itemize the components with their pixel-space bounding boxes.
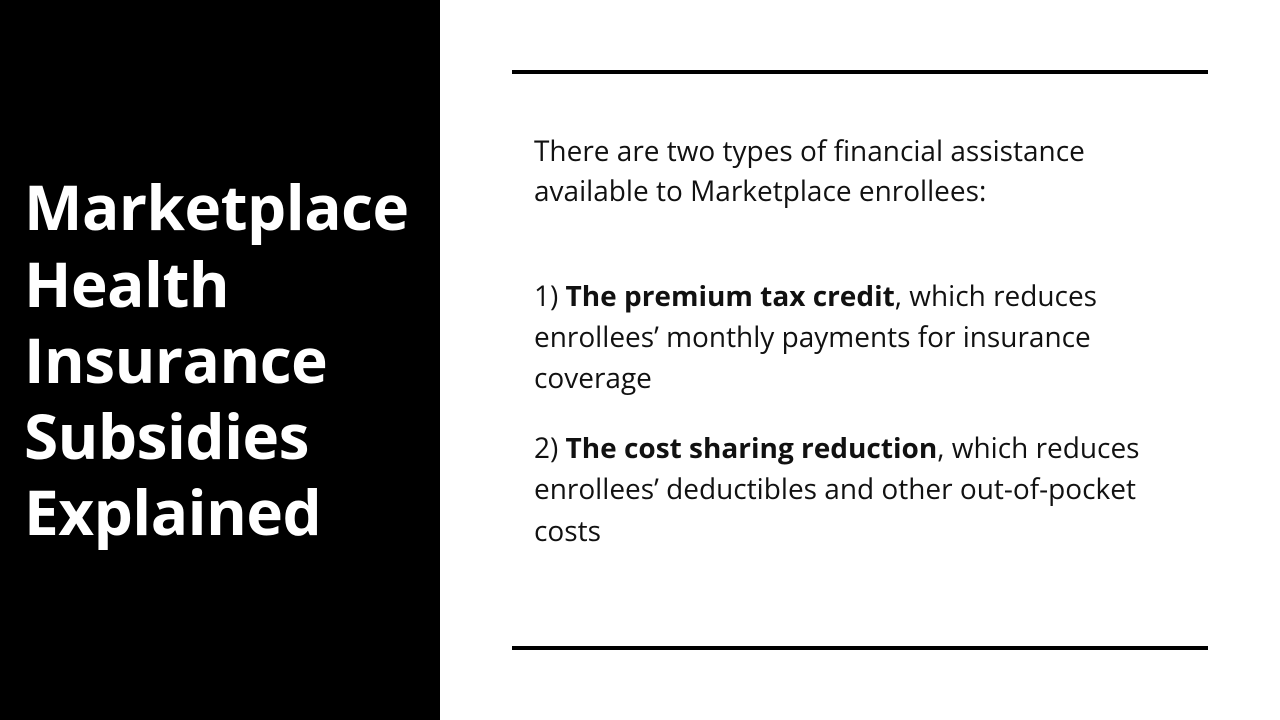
right-panel: There are two types of financial assista… [440,0,1280,720]
page-title: Marketplace Health Insurance Subsidies E… [24,169,416,550]
item-bold: The premium tax credit [566,277,895,315]
left-panel: Marketplace Health Insurance Subsidies E… [0,0,440,720]
slide: Marketplace Health Insurance Subsidies E… [0,0,1280,720]
intro-text: There are two types of financial assista… [534,132,1188,212]
content-block: There are two types of financial assista… [512,74,1208,646]
item-bold: The cost sharing reduction [566,429,938,467]
list-item: 1) The premium tax credit, which reduces… [534,276,1188,400]
bottom-rule [512,646,1208,650]
list-item: 2) The cost sharing reduction, which red… [534,428,1188,552]
item-number: 2) [534,429,566,467]
item-number: 1) [534,277,566,315]
